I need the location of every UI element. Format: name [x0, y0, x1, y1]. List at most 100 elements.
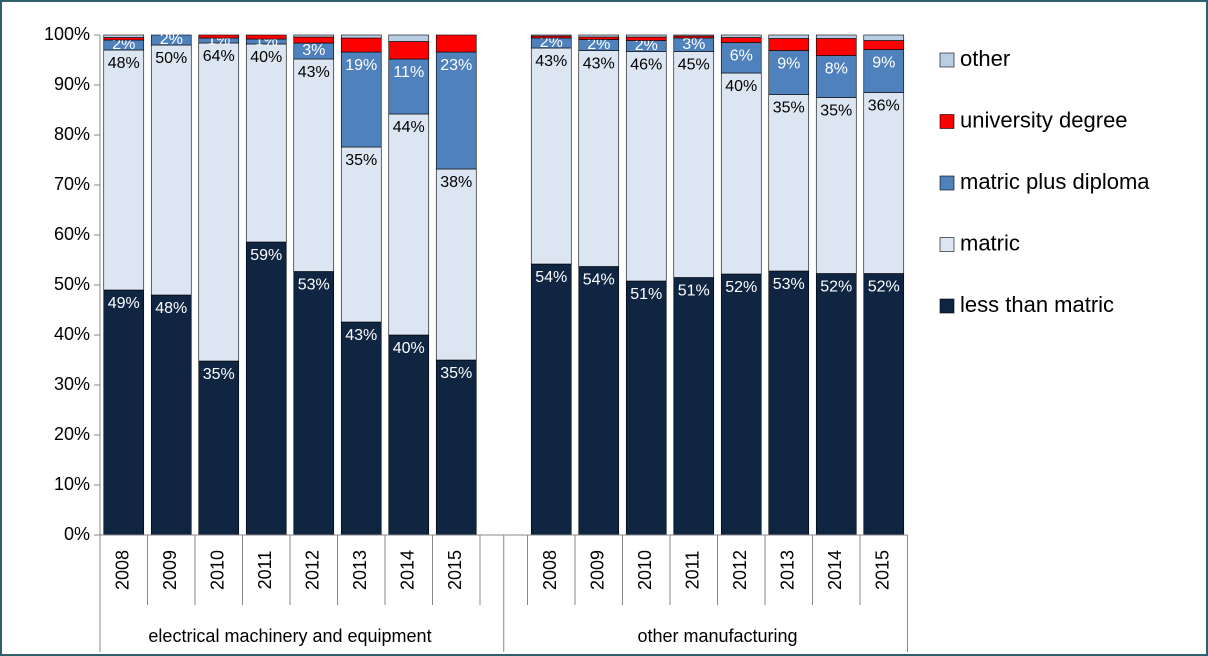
x-tick-label: 2011 — [255, 551, 275, 590]
data-label: 51% — [630, 286, 662, 303]
bar-segment — [293, 34, 335, 38]
bar-segment — [768, 34, 810, 39]
bar-segment — [388, 34, 430, 42]
bar-segment — [768, 270, 810, 536]
x-tick-label: 2015 — [873, 550, 893, 590]
legend-swatch — [939, 52, 955, 68]
data-label: 52% — [725, 279, 757, 296]
y-tick-label: 0% — [64, 524, 90, 544]
bar-segment — [863, 34, 905, 41]
data-label: 3% — [302, 42, 325, 59]
bar-segment — [863, 40, 905, 50]
bar-segment — [768, 94, 810, 272]
data-label: 9% — [872, 55, 895, 72]
bar-segment — [530, 263, 572, 536]
bar-segment — [578, 36, 620, 40]
data-label: 43% — [345, 327, 377, 344]
bar-segment — [293, 58, 335, 272]
data-label: 64% — [203, 48, 235, 65]
legend-label: university degree — [960, 107, 1128, 132]
y-tick-label: 30% — [54, 374, 90, 394]
data-label: 1% — [207, 32, 230, 49]
data-label: 40% — [393, 340, 425, 357]
x-tick-label: 2009 — [588, 550, 608, 590]
x-tick-label: 2015 — [445, 550, 465, 590]
bar-segment — [150, 34, 192, 46]
bar-segment — [578, 266, 620, 536]
bar-segment — [720, 72, 762, 275]
data-label: 35% — [345, 152, 377, 169]
data-label: 51% — [678, 283, 710, 300]
legend-label: matric plus diploma — [960, 169, 1150, 194]
bar-segment — [673, 277, 715, 536]
bar-segment — [578, 34, 620, 38]
bar-segment — [198, 34, 240, 39]
x-tick-label: 2010 — [208, 550, 228, 590]
x-tick-label: 2014 — [825, 550, 845, 590]
legend-label: less than matric — [960, 292, 1114, 317]
x-tick-label: 2011 — [683, 551, 703, 590]
bar-segment — [625, 280, 667, 536]
bar-segment — [720, 37, 762, 43]
data-label: 38% — [440, 174, 472, 191]
x-tick-label: 2008 — [540, 550, 560, 590]
legend-label: other — [960, 46, 1010, 71]
data-label: 35% — [820, 103, 852, 120]
data-label: 19% — [345, 57, 377, 74]
y-tick-label: 20% — [54, 424, 90, 444]
data-label: 53% — [298, 277, 330, 294]
legend-swatch — [939, 114, 955, 129]
bar-segment — [530, 47, 572, 265]
y-tick-label: 80% — [54, 124, 90, 144]
data-label: 40% — [250, 49, 282, 66]
data-label: 43% — [535, 53, 567, 70]
y-tick-label: 50% — [54, 274, 90, 294]
bar-segment — [198, 360, 240, 536]
bar-segment — [435, 359, 477, 536]
data-label: 23% — [440, 57, 472, 74]
bar-segment — [435, 34, 477, 53]
data-label: 45% — [678, 57, 710, 74]
x-tick-label: 2013 — [350, 550, 370, 590]
data-label: 59% — [250, 247, 282, 264]
bar-segment — [530, 34, 572, 37]
y-tick-label: 40% — [54, 324, 90, 344]
bar-segment — [198, 42, 240, 362]
bar-segment — [815, 273, 857, 536]
data-label: 2% — [112, 36, 135, 53]
bar-segment — [150, 44, 192, 296]
bar-segment — [340, 34, 382, 39]
bar-segment — [863, 92, 905, 274]
data-label: 54% — [583, 272, 615, 289]
data-label: 35% — [203, 366, 235, 383]
bar-segment — [815, 97, 857, 274]
data-label: 3% — [682, 36, 705, 53]
bar-segment — [815, 38, 857, 56]
bar-segment — [340, 146, 382, 323]
data-label: 50% — [155, 50, 187, 67]
bar-segment — [293, 271, 335, 536]
x-tick-label: 2013 — [778, 550, 798, 590]
x-tick-label: 2012 — [303, 550, 323, 590]
data-label: 6% — [730, 48, 753, 65]
data-label: 2% — [635, 37, 658, 54]
bar-segment — [340, 51, 382, 148]
data-label: 36% — [868, 98, 900, 115]
data-label: 48% — [155, 300, 187, 317]
legend-swatch — [939, 175, 955, 191]
data-label: 49% — [108, 295, 140, 312]
x-tick-label: 2009 — [160, 550, 180, 590]
bar-segment — [103, 49, 145, 291]
bar-segment — [863, 273, 905, 536]
x-tick-label: 2010 — [635, 550, 655, 590]
y-tick-label: 100% — [44, 24, 90, 44]
x-tick-label: 2014 — [398, 550, 418, 590]
data-label: 2% — [160, 31, 183, 48]
bar-segment — [103, 37, 145, 41]
x-tick-label: 2008 — [113, 550, 133, 590]
data-label: 52% — [820, 279, 852, 296]
bar-segment — [388, 41, 430, 60]
data-label: 43% — [583, 56, 615, 73]
